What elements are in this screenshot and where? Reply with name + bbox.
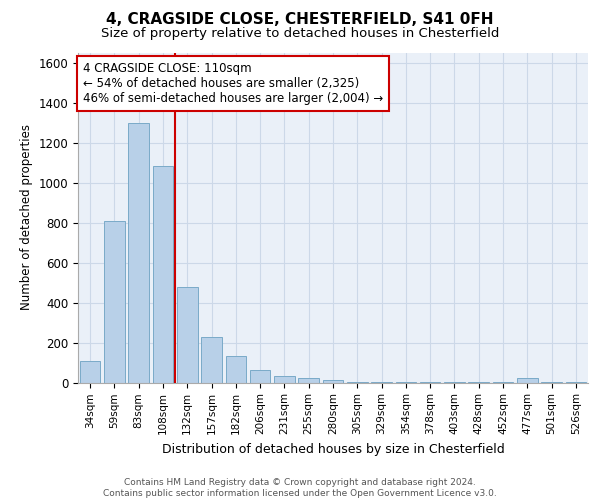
Bar bbox=[177, 286, 197, 382]
Bar bbox=[323, 380, 343, 382]
Bar bbox=[226, 356, 246, 382]
Y-axis label: Number of detached properties: Number of detached properties bbox=[20, 124, 33, 310]
Bar bbox=[274, 376, 295, 382]
Bar bbox=[152, 166, 173, 382]
Text: 4 CRAGSIDE CLOSE: 110sqm
← 54% of detached houses are smaller (2,325)
46% of sem: 4 CRAGSIDE CLOSE: 110sqm ← 54% of detach… bbox=[83, 62, 383, 106]
Bar bbox=[201, 336, 222, 382]
X-axis label: Distribution of detached houses by size in Chesterfield: Distribution of detached houses by size … bbox=[161, 442, 505, 456]
Bar bbox=[128, 122, 149, 382]
Text: 4, CRAGSIDE CLOSE, CHESTERFIELD, S41 0FH: 4, CRAGSIDE CLOSE, CHESTERFIELD, S41 0FH bbox=[106, 12, 494, 28]
Text: Size of property relative to detached houses in Chesterfield: Size of property relative to detached ho… bbox=[101, 28, 499, 40]
Bar bbox=[104, 221, 125, 382]
Bar bbox=[250, 370, 271, 382]
Bar bbox=[298, 378, 319, 382]
Bar bbox=[517, 378, 538, 382]
Bar bbox=[80, 361, 100, 382]
Text: Contains HM Land Registry data © Crown copyright and database right 2024.
Contai: Contains HM Land Registry data © Crown c… bbox=[103, 478, 497, 498]
